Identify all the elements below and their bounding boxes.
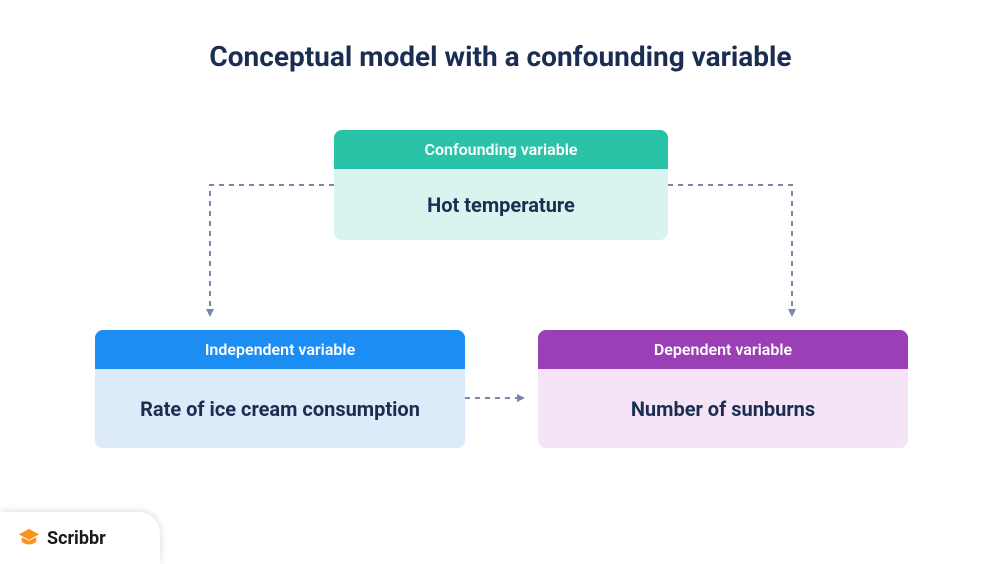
- node-confounding-header: Confounding variable: [334, 130, 668, 169]
- arrows-layer: [0, 0, 1001, 564]
- node-dependent: Dependent variable Number of sunburns: [538, 330, 908, 448]
- brand-tab: Scribbr: [0, 512, 160, 564]
- brand-name: Scribbr: [47, 528, 106, 549]
- node-dependent-body: Number of sunburns: [538, 369, 908, 448]
- diagram-title: Conceptual model with a confounding vari…: [0, 40, 1001, 73]
- node-independent: Independent variable Rate of ice cream c…: [95, 330, 465, 448]
- node-confounding-body: Hot temperature: [334, 169, 668, 240]
- arrow-confounding-to-independent: [210, 185, 334, 315]
- node-confounding: Confounding variable Hot temperature: [334, 130, 668, 240]
- graduation-cap-icon: [18, 527, 40, 549]
- diagram-canvas: Conceptual model with a confounding vari…: [0, 0, 1001, 564]
- node-independent-body: Rate of ice cream consumption: [95, 369, 465, 448]
- node-dependent-header: Dependent variable: [538, 330, 908, 369]
- arrow-confounding-to-dependent: [668, 185, 792, 315]
- node-independent-header: Independent variable: [95, 330, 465, 369]
